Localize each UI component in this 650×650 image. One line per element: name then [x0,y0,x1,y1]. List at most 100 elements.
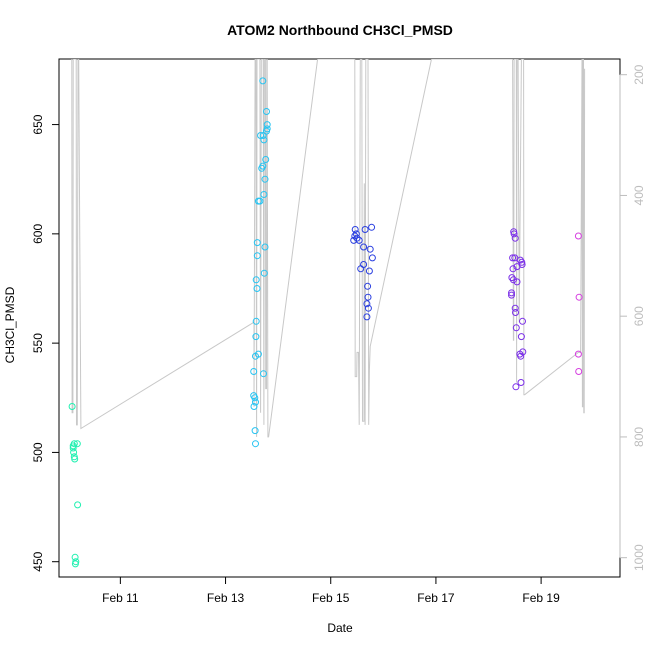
data-point [251,394,259,402]
data-point [575,368,583,375]
data-point [355,236,363,244]
x-tick-label: Feb 19 [522,591,560,605]
x-tick-label: Feb 11 [102,591,139,605]
data-point [352,230,360,238]
x-tick-label: Feb 15 [312,591,350,605]
data-point [252,276,260,284]
data-point [363,313,371,321]
data-point [517,352,525,360]
data-point [574,232,582,240]
altitude-trace [71,59,586,438]
data-point [70,440,78,448]
data-point [512,383,520,391]
data-point [368,254,376,262]
y2-axis: 200 400 600 800 1000 [619,64,646,571]
y-tick-label: 600 [31,224,45,244]
y-tick-label: 500 [31,442,45,462]
data-point [353,234,361,242]
data-point [366,245,374,253]
data-point [261,243,269,251]
data-point [508,289,515,297]
data-point [261,175,269,183]
data-point [511,234,519,242]
y2-tick-label: 600 [632,306,646,326]
data-point [260,191,268,198]
data-point [72,558,80,566]
altitude-trace-line [71,59,586,438]
y2-tick-label: 1000 [632,544,646,571]
data-point [253,252,261,260]
data-point [69,444,77,452]
data-point [254,350,262,358]
data-point [512,324,520,332]
data-point [71,553,79,561]
x-axis-label: Date [327,621,353,635]
x-tick-label: Feb 17 [417,591,455,605]
data-point [257,132,265,139]
data-point [260,269,268,277]
data-point [259,162,267,170]
data-point [259,132,267,139]
data-point [252,398,259,406]
data-point [252,333,260,341]
data-point [250,368,258,375]
y-tick-label: 450 [31,551,45,571]
data-point [512,309,519,316]
data-point [253,285,261,292]
data-point [260,136,268,144]
data-point [517,333,525,341]
data-point [259,77,267,85]
data-point [363,300,371,308]
y2-tick-label: 800 [632,427,646,447]
data-point [360,261,368,268]
data-point [73,440,81,448]
data-point [364,304,372,312]
data-point [71,455,79,463]
data-point [70,448,78,456]
data-point [360,243,368,251]
data-point [508,291,515,299]
y2-tick-label: 400 [632,185,646,205]
data-point [575,293,583,301]
y-axis: 450 500 550 600 650 [31,114,60,572]
y-axis-label: CH3Cl_PMSD [3,286,17,363]
data-point [364,282,372,290]
data-point [509,265,517,273]
plot-frame [58,58,621,578]
data-point [251,427,259,435]
data-point [574,350,582,358]
data-point [517,379,525,386]
data-point [513,278,521,286]
y-tick-label: 650 [31,114,45,134]
data-point [519,348,527,356]
data-point [519,317,526,325]
data-point [361,226,369,233]
data-point [74,501,82,509]
data-point [252,317,260,325]
data-point [351,226,359,233]
data-point [364,293,372,301]
data-point [357,265,365,273]
data-point [260,370,267,378]
data-point [263,121,271,129]
data-point [252,440,259,448]
x-tick-label: Feb 13 [207,591,245,605]
data-point [256,197,264,205]
data-point [518,261,526,268]
data-points [68,77,583,568]
data-point [68,403,76,410]
data-point [263,108,270,115]
data-point [250,403,258,410]
data-point [368,223,376,231]
data-point [509,254,517,262]
chart-title: ATOM2 Northbound CH3Cl_PMSD [227,22,453,38]
data-point [262,156,270,163]
data-point [509,276,517,284]
data-point [365,267,373,275]
data-point [263,125,271,133]
y-tick-label: 550 [31,333,45,353]
data-point [511,304,519,312]
data-point [351,232,359,240]
x-axis: Feb 11 Feb 13 Feb 15 Feb 17 Feb 19 [102,576,560,605]
